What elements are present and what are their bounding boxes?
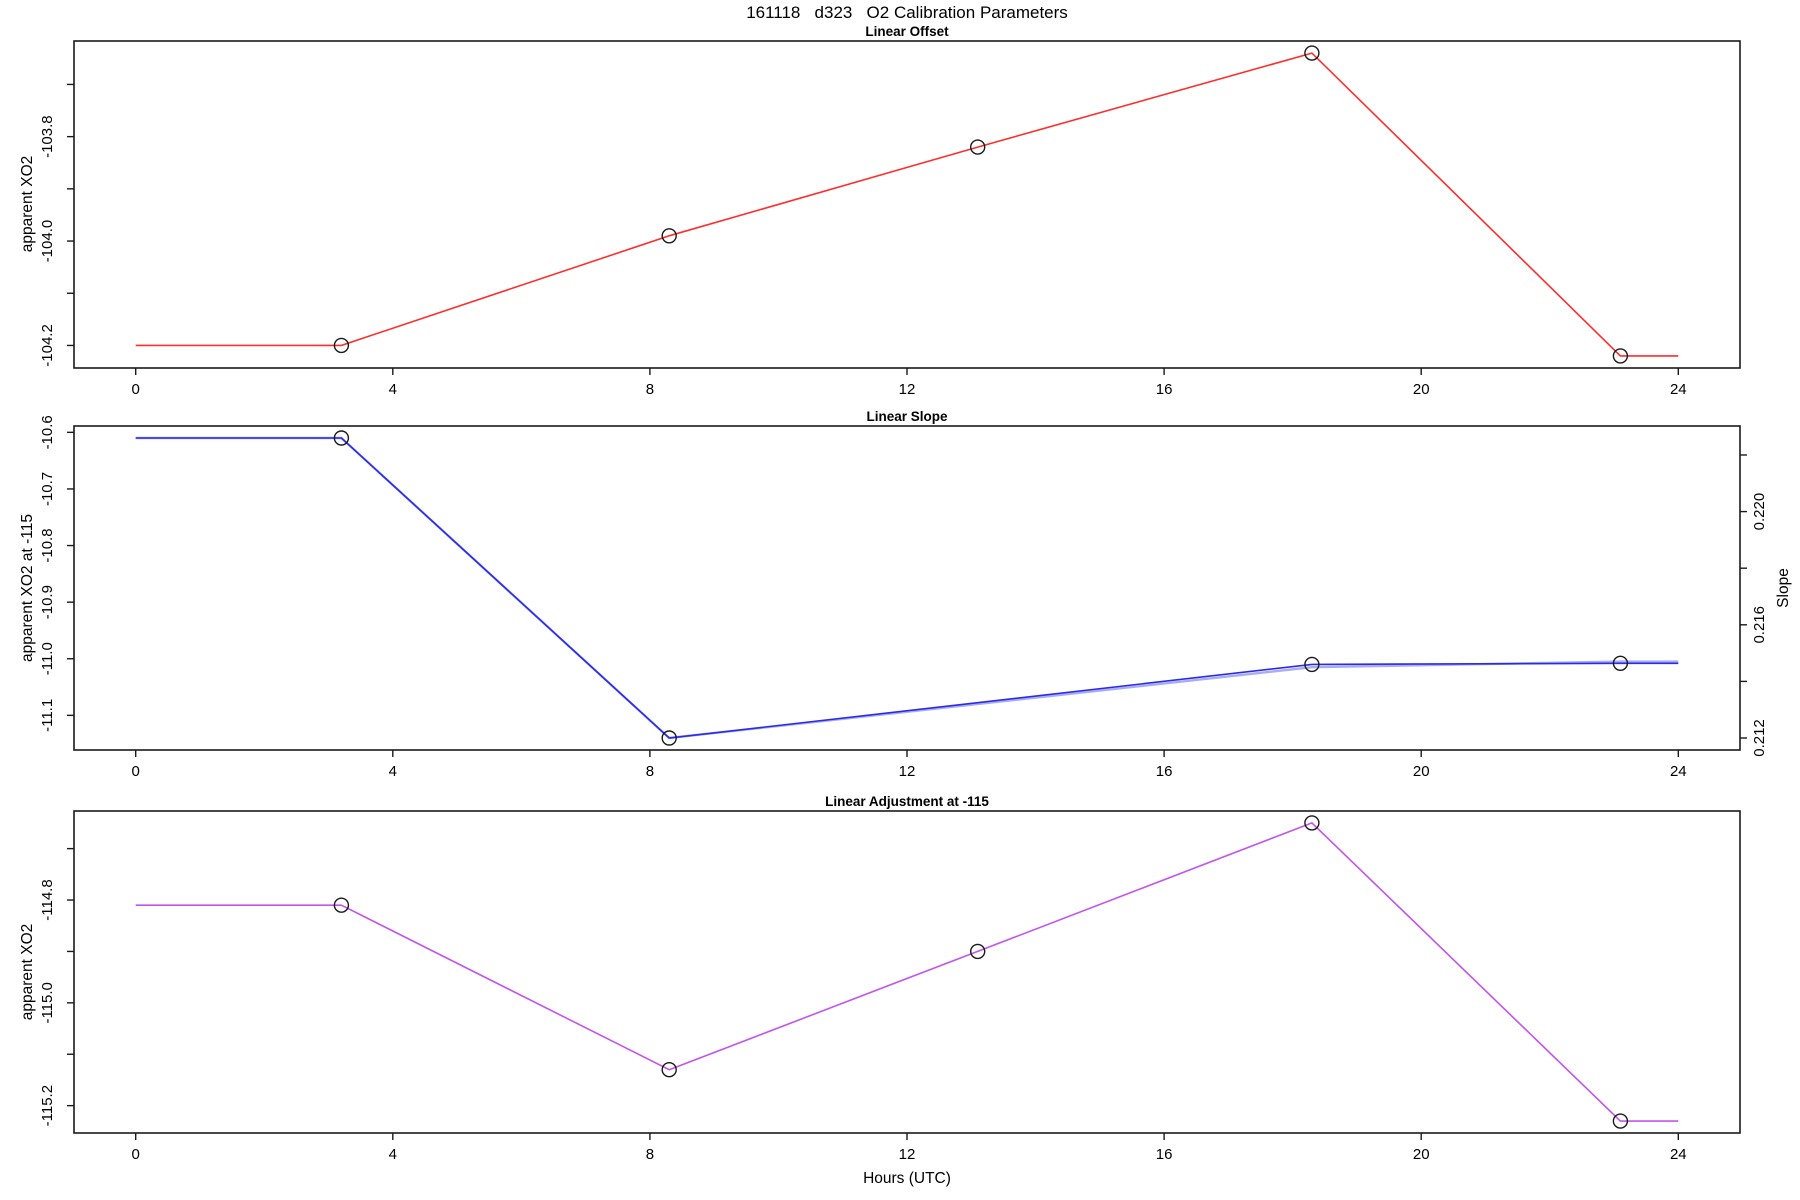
x-tick-label: 8 [646,381,654,398]
x-tick-label: 12 [899,1146,916,1163]
plot-box [73,425,1741,751]
data-point-marker [661,228,677,244]
y-tick-label: -115.2 [39,1085,56,1126]
y-tick-label: -11.1 [39,699,56,732]
x-tick-label: 4 [389,1146,397,1163]
y-tick-label-right: 0.216 [1751,606,1768,644]
y-tick-label: -103.8 [39,115,56,158]
y-tick-label-right: 0.220 [1751,493,1768,531]
x-tick-label: 12 [899,763,916,780]
series-line [135,437,1679,739]
data-point-marker [1612,348,1629,364]
data-point-marker [1612,655,1629,671]
y-axis-label-right-panel2: Slope [1775,568,1792,608]
data-point-marker [333,337,350,354]
y-tick-label: -104.2 [39,324,56,367]
y-axis-label-panel3: apparent XO2 [19,923,36,1021]
plot-box [73,40,1741,369]
data-point-marker [333,430,350,446]
y-tick-label: -11.0 [39,642,56,675]
data-point-marker [661,730,677,746]
x-tick-label: 0 [132,1146,140,1163]
plot-box [73,810,1741,1134]
data-point-marker [1304,815,1320,831]
y-axis-label-panel2: apparent XO2 at -115 [19,514,36,662]
series-line [135,821,1679,1122]
y-tick-label: -115.0 [39,982,56,1023]
y-tick-label: -114.8 [39,879,56,920]
y-tick-label: -104.0 [39,220,56,263]
x-tick-label: 20 [1413,381,1430,398]
panel-title-linear-adjustment: Linear Adjustment at -115 [825,794,989,809]
y-tick-label-right: 0.212 [1751,719,1768,757]
data-point-marker [970,139,986,155]
x-tick-label: 8 [646,763,654,780]
panel-title-linear-offset: Linear Offset [865,24,949,39]
y-tick-label: -10.9 [39,585,56,619]
y-tick-label: -10.6 [39,415,56,449]
y-tick-label: -10.8 [39,528,56,562]
x-tick-label: 16 [1156,1146,1173,1163]
x-tick-label: 12 [899,381,916,398]
data-point-marker [333,897,350,913]
series-line-slope [135,436,1679,740]
x-tick-label: 4 [389,763,397,780]
data-point-marker [661,1061,677,1078]
x-tick-label: 0 [132,381,140,398]
x-tick-label: 20 [1413,1146,1430,1163]
x-tick-label: 0 [132,763,140,780]
x-tick-label: 4 [389,381,397,398]
x-tick-label: 24 [1670,1146,1687,1163]
data-point-marker [970,943,986,960]
x-tick-label: 24 [1670,763,1687,780]
x-axis-label: Hours (UTC) [863,1170,951,1187]
x-tick-label: 20 [1413,763,1430,780]
y-tick-label: -10.7 [39,472,56,506]
x-tick-label: 8 [646,1146,654,1163]
data-point-marker [1304,45,1320,61]
page-title: 161118 d323 O2 Calibration Parameters [746,3,1068,22]
data-point-marker [1612,1113,1629,1129]
x-tick-label: 16 [1156,381,1173,398]
data-point-marker [1304,656,1320,673]
x-tick-label: 24 [1670,381,1687,398]
y-axis-label-panel1: apparent XO2 [19,155,36,253]
panel-title-linear-slope: Linear Slope [866,409,948,424]
series-line [135,52,1679,357]
x-tick-label: 16 [1156,763,1173,780]
